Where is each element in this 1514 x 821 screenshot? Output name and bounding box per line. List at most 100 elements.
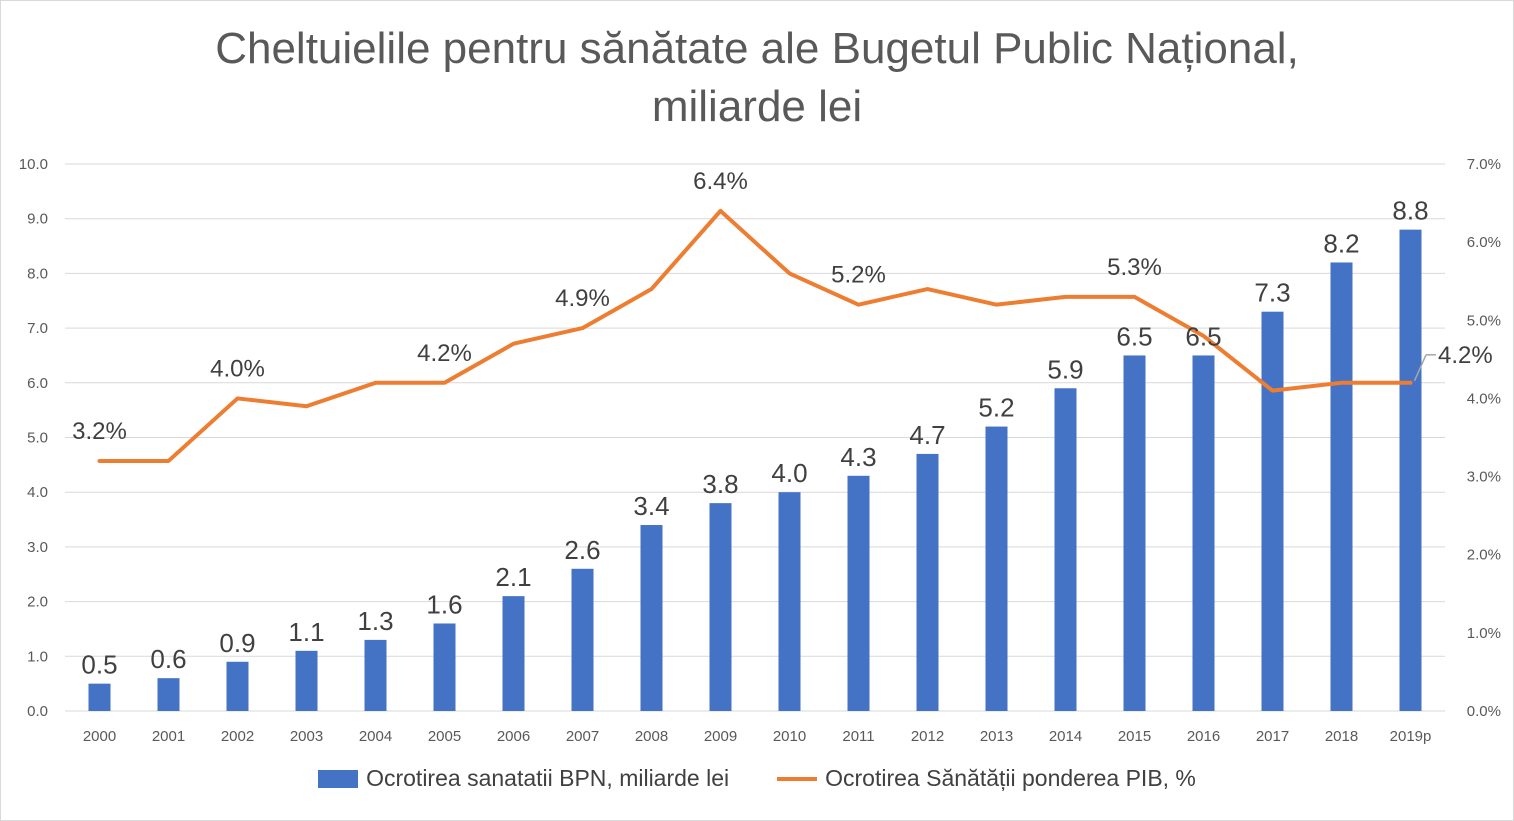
bar-data-label: 6.5 (1116, 321, 1152, 351)
bar-data-label: 8.2 (1323, 228, 1359, 258)
bar (571, 568, 594, 711)
right-axis-tick-label: 3.0% (1467, 469, 1501, 486)
bar (1123, 355, 1146, 711)
bar-data-label: 4.0 (771, 458, 807, 488)
bar (1399, 229, 1422, 711)
bar (88, 683, 111, 711)
bar-data-label: 1.6 (426, 589, 462, 619)
bar-data-label: 0.9 (219, 628, 255, 658)
chart-legend: Ocrotirea sanatatii BPN, miliarde lei Oc… (0, 765, 1514, 792)
x-axis-tick-label: 2016 (1187, 728, 1220, 745)
x-axis-tick-label: 2004 (359, 728, 392, 745)
left-axis-tick-label: 1.0 (27, 648, 48, 665)
chart-title-line-1: Cheltuielile pentru sănătate ale Bugetul… (215, 24, 1299, 73)
x-axis-tick-label: 2001 (152, 728, 185, 745)
bar-data-label: 5.2 (978, 393, 1014, 423)
x-axis-tick-label: 2006 (497, 728, 530, 745)
bar (709, 503, 732, 711)
bar-data-label: 2.1 (495, 562, 531, 592)
bar (502, 596, 525, 711)
bar-data-label: 1.3 (357, 606, 393, 636)
x-axis-tick-label: 2012 (911, 728, 944, 745)
legend-swatch-bars (318, 769, 359, 788)
line-data-label: 5.3% (1107, 254, 1162, 281)
bar-data-label: 0.6 (150, 644, 186, 674)
bar-data-label: 0.5 (81, 650, 117, 680)
right-axis-tick-label: 1.0% (1467, 625, 1501, 642)
x-axis-tick-label: 2008 (635, 728, 668, 745)
line-series (97, 208, 1413, 463)
line-data-label: 4.2% (1438, 342, 1493, 369)
left-axis-tick-label: 7.0 (27, 320, 48, 337)
bar-data-label: 3.8 (702, 469, 738, 499)
bar (1192, 355, 1215, 711)
line-data-label: 4.9% (555, 285, 610, 312)
left-axis-tick-label: 2.0 (27, 594, 48, 611)
bar (985, 426, 1008, 711)
bar-data-label: 6.5 (1185, 321, 1221, 351)
x-axis-tick-label: 2014 (1049, 728, 1082, 745)
bar (157, 678, 180, 711)
chart-title-line-2: miliarde lei (651, 82, 863, 131)
x-axis-tick-label: 2000 (83, 728, 116, 745)
line-data-label: 4.2% (417, 340, 472, 367)
left-axis-tick-label: 6.0 (27, 375, 48, 392)
left-axis-tick-label: 3.0 (27, 539, 48, 556)
right-axis-tick-label: 7.0% (1467, 156, 1501, 173)
line-data-label: 4.0% (210, 355, 265, 382)
bar (433, 623, 456, 711)
x-axis-tick-label: 2002 (221, 728, 254, 745)
x-axis-tick-label: 2009 (704, 728, 737, 745)
right-axis-tick-label: 4.0% (1467, 390, 1501, 407)
legend-swatch-line (777, 776, 818, 781)
legend-item-bars: Ocrotirea sanatatii BPN, miliarde lei (318, 765, 729, 792)
bar (226, 661, 249, 711)
legend-label-bars: Ocrotirea sanatatii BPN, miliarde lei (366, 765, 730, 791)
right-axis-tick-label: 5.0% (1467, 312, 1501, 329)
left-axis-tick-label: 8.0 (27, 265, 48, 282)
bar (778, 492, 801, 711)
x-axis-tick-label: 2007 (566, 728, 599, 745)
bar (295, 650, 318, 711)
right-axis-tick-label: 2.0% (1467, 547, 1501, 564)
left-axis-tick-label: 5.0 (27, 430, 48, 447)
right-axis-tick-label: 0.0% (1467, 703, 1501, 720)
line-data-label: 5.2% (831, 262, 886, 289)
bar-data-label: 4.3 (840, 442, 876, 472)
bar-data-label: 7.3 (1254, 278, 1290, 308)
bar-data-label: 3.4 (633, 491, 669, 521)
bar-data-label: 1.1 (288, 617, 324, 647)
chart-title: Cheltuielile pentru sănătate ale Bugetul… (0, 20, 1514, 136)
bar (1330, 262, 1353, 711)
bar (364, 639, 387, 711)
left-axis-tick-label: 10.0 (19, 156, 48, 173)
bar-data-label: 5.9 (1047, 354, 1083, 384)
bar (916, 453, 939, 711)
bar-data-label: 4.7 (909, 420, 945, 450)
x-axis-tick-label: 2019p (1390, 728, 1432, 745)
bar-data-label: 8.8 (1392, 196, 1428, 226)
legend-label-line: Ocrotirea Sănătății ponderea PIB, % (825, 765, 1196, 791)
bar (640, 525, 663, 711)
bar (1261, 311, 1284, 711)
x-axis-tick-label: 2010 (773, 728, 806, 745)
right-axis-tick-label: 6.0% (1467, 234, 1501, 251)
bar (847, 475, 870, 711)
line-data-label: 6.4% (693, 168, 748, 195)
left-axis-tick-label: 4.0 (27, 484, 48, 501)
bar-data-label: 2.6 (564, 535, 600, 565)
x-axis-tick-label: 2005 (428, 728, 461, 745)
x-axis-tick-label: 2013 (980, 728, 1013, 745)
x-axis-tick-label: 2017 (1256, 728, 1289, 745)
x-axis-tick-label: 2015 (1118, 728, 1151, 745)
x-axis-tick-label: 2003 (290, 728, 323, 745)
line-data-label: 3.2% (72, 418, 127, 445)
bar (1054, 388, 1077, 711)
legend-item-line: Ocrotirea Sănătății ponderea PIB, % (777, 765, 1196, 792)
x-axis-tick-label: 2018 (1325, 728, 1358, 745)
x-axis-tick-label: 2011 (842, 728, 874, 745)
data-label-leader-line (1413, 354, 1427, 382)
left-axis-tick-label: 0.0 (27, 703, 48, 720)
left-axis-tick-label: 9.0 (27, 211, 48, 228)
